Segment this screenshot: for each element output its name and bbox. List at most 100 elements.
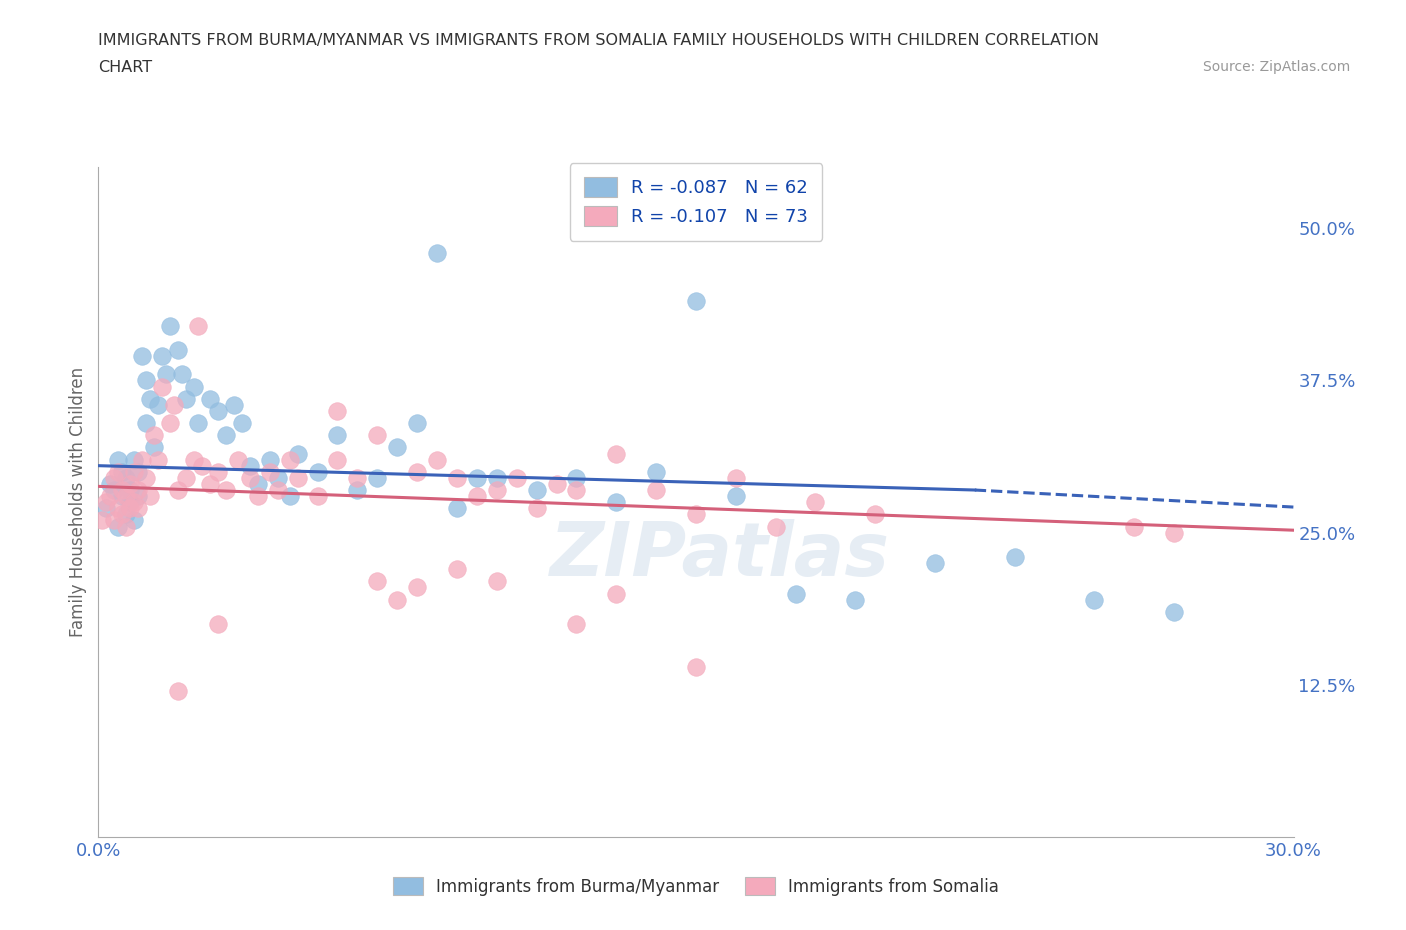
- Point: [765, 519, 787, 534]
- Point: [259, 452, 281, 467]
- Point: [111, 483, 134, 498]
- Point: [183, 379, 205, 394]
- Point: [406, 416, 429, 431]
- Point: [446, 501, 468, 516]
- Point: [259, 464, 281, 479]
- Point: [645, 483, 668, 498]
- Point: [120, 483, 142, 498]
- Point: [111, 464, 134, 479]
- Point: [506, 471, 529, 485]
- Point: [287, 471, 309, 485]
- Y-axis label: Family Households with Children: Family Households with Children: [69, 367, 87, 637]
- Point: [685, 507, 707, 522]
- Point: [366, 428, 388, 443]
- Point: [485, 574, 508, 589]
- Point: [183, 452, 205, 467]
- Point: [863, 507, 887, 522]
- Point: [167, 483, 190, 498]
- Point: [124, 513, 146, 528]
- Point: [844, 592, 866, 607]
- Point: [100, 488, 122, 503]
- Point: [172, 367, 194, 382]
- Point: [127, 464, 149, 479]
- Point: [187, 318, 209, 333]
- Point: [446, 471, 468, 485]
- Point: [565, 617, 588, 631]
- Point: [96, 495, 118, 510]
- Point: [426, 246, 449, 260]
- Point: [465, 488, 488, 503]
- Point: [174, 471, 197, 485]
- Point: [135, 416, 157, 431]
- Point: [685, 294, 707, 309]
- Point: [724, 471, 747, 485]
- Point: [96, 501, 118, 516]
- Point: [124, 452, 146, 467]
- Point: [406, 580, 429, 595]
- Point: [115, 507, 138, 522]
- Point: [1004, 550, 1026, 565]
- Point: [246, 476, 269, 491]
- Point: [207, 464, 229, 479]
- Point: [278, 452, 301, 467]
- Point: [326, 452, 349, 467]
- Point: [111, 507, 134, 522]
- Point: [120, 501, 142, 516]
- Point: [346, 471, 368, 485]
- Point: [139, 392, 162, 406]
- Point: [366, 471, 388, 485]
- Point: [167, 342, 190, 357]
- Point: [115, 519, 138, 534]
- Point: [1123, 519, 1146, 534]
- Point: [526, 501, 548, 516]
- Point: [198, 392, 221, 406]
- Point: [115, 488, 138, 503]
- Point: [148, 397, 170, 412]
- Point: [326, 428, 349, 443]
- Point: [526, 483, 548, 498]
- Point: [605, 586, 627, 601]
- Point: [1163, 604, 1185, 619]
- Point: [107, 501, 129, 516]
- Text: ZIPatlas: ZIPatlas: [550, 519, 890, 592]
- Point: [115, 471, 138, 485]
- Point: [124, 495, 146, 510]
- Point: [565, 471, 588, 485]
- Point: [326, 404, 349, 418]
- Point: [385, 440, 409, 455]
- Point: [724, 488, 747, 503]
- Point: [605, 446, 627, 461]
- Point: [222, 397, 245, 412]
- Point: [239, 471, 262, 485]
- Point: [215, 483, 238, 498]
- Point: [207, 617, 229, 631]
- Point: [187, 416, 209, 431]
- Point: [135, 373, 157, 388]
- Point: [485, 471, 508, 485]
- Point: [159, 416, 181, 431]
- Point: [120, 476, 142, 491]
- Point: [150, 349, 173, 364]
- Point: [198, 476, 221, 491]
- Point: [267, 483, 290, 498]
- Point: [307, 488, 329, 503]
- Point: [191, 458, 214, 473]
- Text: CHART: CHART: [98, 60, 152, 75]
- Point: [565, 483, 588, 498]
- Point: [127, 501, 149, 516]
- Legend: Immigrants from Burma/Myanmar, Immigrants from Somalia: Immigrants from Burma/Myanmar, Immigrant…: [380, 864, 1012, 909]
- Point: [267, 471, 290, 485]
- Point: [124, 464, 146, 479]
- Point: [1163, 525, 1185, 540]
- Point: [645, 464, 668, 479]
- Point: [100, 476, 122, 491]
- Point: [278, 488, 301, 503]
- Point: [163, 397, 186, 412]
- Point: [366, 574, 388, 589]
- Point: [107, 452, 129, 467]
- Point: [207, 404, 229, 418]
- Point: [103, 471, 125, 485]
- Point: [127, 483, 149, 498]
- Point: [107, 464, 129, 479]
- Point: [215, 428, 238, 443]
